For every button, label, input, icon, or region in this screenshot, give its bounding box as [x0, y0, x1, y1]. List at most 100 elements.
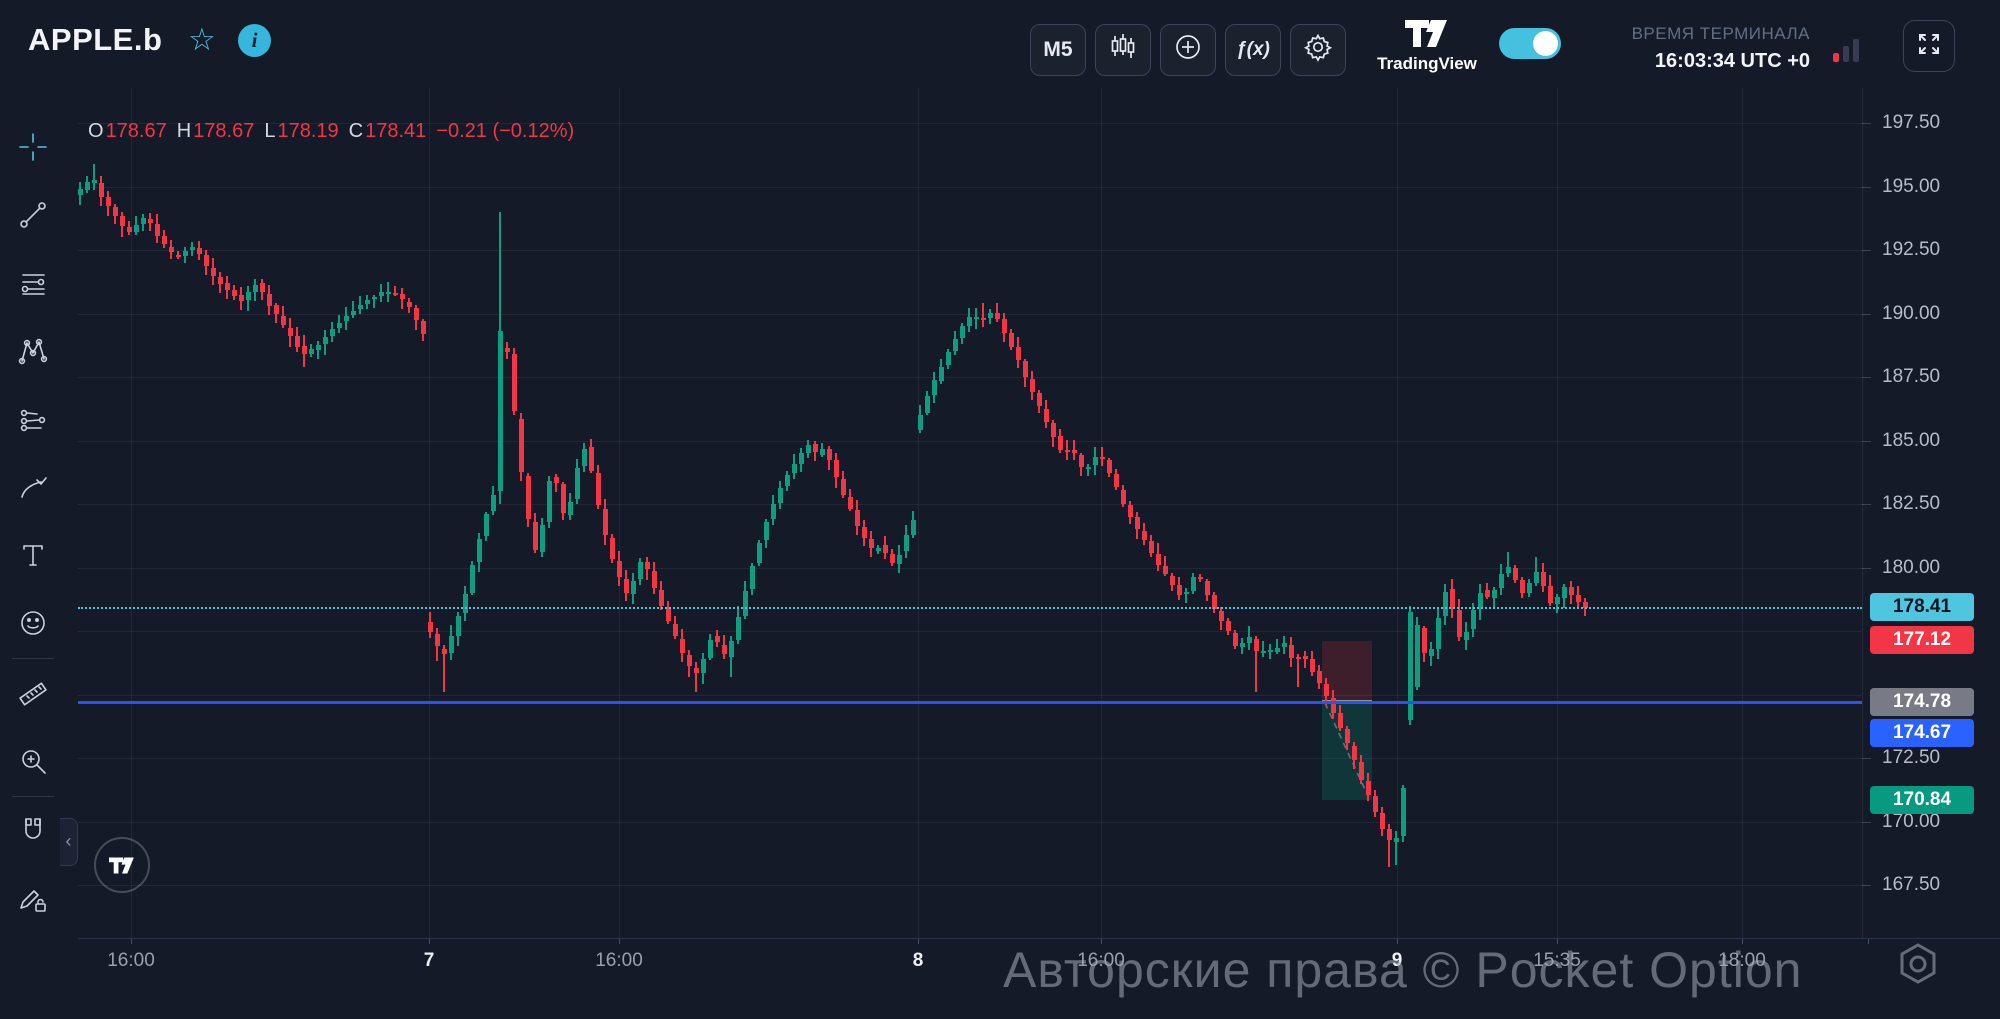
candle-wick — [1073, 440, 1075, 460]
price-tick — [1862, 758, 1871, 759]
candle-body — [350, 310, 356, 315]
high-value: 178.67 — [193, 120, 255, 142]
add-indicator-button[interactable] — [1160, 24, 1216, 76]
gridline-h — [78, 885, 1862, 886]
candle-body — [686, 655, 692, 667]
candle-wick — [1164, 555, 1166, 577]
candle-body — [980, 318, 986, 320]
candle-body — [553, 477, 559, 484]
price-axis[interactable]: 197.50 195.00 192.50 190.00 187.50 185.00 182.… — [1862, 88, 2000, 938]
price-tick-label: 197.50 — [1882, 112, 1941, 133]
candle-body — [735, 617, 741, 640]
candle-body — [721, 644, 727, 655]
price-tick — [1862, 377, 1871, 378]
candle-wick — [352, 300, 354, 318]
terminal-time-value: 16:03:34 UTC +0 — [1654, 50, 1810, 72]
candle-body — [1197, 576, 1203, 580]
candle-body — [105, 197, 111, 206]
candle-body — [938, 366, 944, 381]
price-tick-label: 192.50 — [1882, 239, 1941, 260]
horizontal-line-drawing-line[interactable] — [78, 701, 1862, 705]
tool-forecast-icon[interactable] — [14, 400, 52, 438]
price-badge: 170.84 — [1870, 786, 1974, 814]
candle-body — [1008, 333, 1014, 348]
position-entry-line[interactable] — [1322, 700, 1372, 703]
time-axis[interactable]: 16:00 7 16:00 8 16:00 9 15:35 18:00 — [0, 938, 2000, 1019]
open-label: O — [88, 120, 104, 142]
position-stop-zone[interactable] — [1322, 640, 1372, 701]
candle-body — [1533, 572, 1539, 583]
candle-body — [434, 634, 440, 647]
tool-magnet-icon[interactable] — [14, 812, 52, 850]
candle-body — [1050, 422, 1056, 438]
candle-body — [1407, 612, 1413, 720]
chart-type-button[interactable] — [1095, 24, 1151, 76]
candle-body — [84, 181, 90, 191]
candle-body — [490, 495, 496, 511]
tradingview-watermark-logo — [94, 837, 150, 893]
symbol-title[interactable]: APPLE.b — [28, 22, 163, 57]
candle-body — [581, 449, 587, 466]
candle-body — [259, 283, 265, 293]
candle-body — [798, 453, 804, 464]
candle-wick — [443, 644, 445, 692]
tool-trend-line-icon[interactable] — [14, 196, 52, 234]
tool-fib-lines-icon[interactable] — [14, 264, 52, 302]
candle-body — [1113, 473, 1119, 488]
candle-wick — [1255, 635, 1257, 692]
candle-body — [294, 336, 300, 348]
candle-body — [728, 641, 734, 657]
current-price-line — [78, 606, 1862, 609]
fullscreen-button[interactable] — [1903, 20, 1955, 72]
candle-body — [1470, 609, 1476, 629]
candle-body — [1526, 583, 1532, 593]
timeframe-button[interactable]: M5 — [1030, 24, 1086, 76]
tool-emoji-icon[interactable] — [14, 604, 52, 642]
gridline-h — [78, 440, 1862, 442]
sidebar-collapse-handle[interactable]: ‹ — [60, 818, 78, 866]
terminal-time-block: ВРЕМЯ ТЕРМИНАЛА 16:03:34 UTC +0 — [1580, 24, 1810, 73]
tool-ruler-icon[interactable] — [14, 674, 52, 712]
tool-draw-lock-icon[interactable] — [14, 880, 52, 918]
tool-zoom-in-icon[interactable] — [14, 742, 52, 780]
candle-body — [329, 328, 335, 337]
candle-body — [1155, 553, 1161, 566]
candle-body — [210, 268, 216, 277]
candle-body — [917, 415, 923, 430]
candle-wick — [982, 303, 984, 327]
gridline-h — [78, 250, 1862, 251]
candle-body — [203, 255, 209, 266]
candle-body — [1036, 392, 1042, 407]
candle-body — [1253, 638, 1259, 652]
candle-body — [833, 459, 839, 478]
info-icon[interactable]: i — [238, 24, 271, 57]
favorite-star-icon[interactable]: ☆ — [188, 22, 216, 57]
candle-body — [994, 313, 1000, 319]
price-badge: 174.67 — [1870, 719, 1974, 747]
time-tick — [131, 938, 132, 944]
tool-xabcd-pattern-icon[interactable] — [14, 332, 52, 370]
candle-body — [770, 504, 776, 520]
tool-crosshair-icon[interactable] — [14, 128, 52, 166]
tool-brush-icon[interactable] — [14, 468, 52, 506]
tool-text-icon[interactable] — [14, 536, 52, 574]
candle-body — [889, 554, 895, 563]
price-tick-label: 182.50 — [1882, 493, 1941, 514]
settings-button[interactable] — [1290, 24, 1346, 76]
candle-body — [1288, 645, 1294, 659]
price-axis-separator — [1862, 88, 1863, 938]
candle-body — [1421, 628, 1427, 654]
candle-body — [609, 537, 615, 560]
functions-button[interactable]: ƒ(x) — [1225, 24, 1281, 76]
candle-body — [1547, 585, 1553, 603]
plus-circle-icon — [1173, 32, 1203, 68]
candle-body — [1232, 632, 1238, 646]
price-tick — [1862, 123, 1871, 124]
gridline-h — [78, 758, 1862, 759]
tradingview-brand[interactable]: TradingView — [1372, 20, 1482, 76]
price-tick — [1862, 567, 1871, 569]
candle-body — [147, 219, 153, 224]
price-tick — [1862, 821, 1871, 823]
tradingview-toggle[interactable] — [1499, 28, 1561, 59]
gridline-h — [78, 377, 1862, 378]
